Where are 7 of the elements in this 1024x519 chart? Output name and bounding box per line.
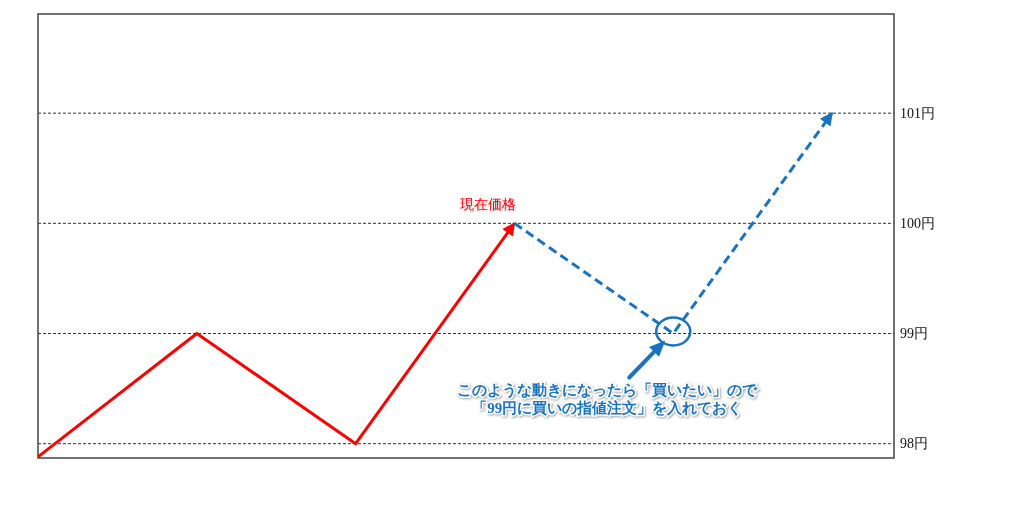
annotation-note-line: このような動きになったら「買いたい」ので [457, 381, 758, 398]
annotation-current-price: 現在価格 [460, 197, 517, 213]
y-tick-label: 98円 [900, 436, 928, 452]
y-tick-label: 100円 [900, 215, 935, 231]
annotation-note-line: 「99円に買いの指値注文」を入れておく [472, 399, 743, 416]
y-tick-label: 101円 [900, 105, 935, 121]
y-tick-label: 99円 [900, 326, 928, 341]
